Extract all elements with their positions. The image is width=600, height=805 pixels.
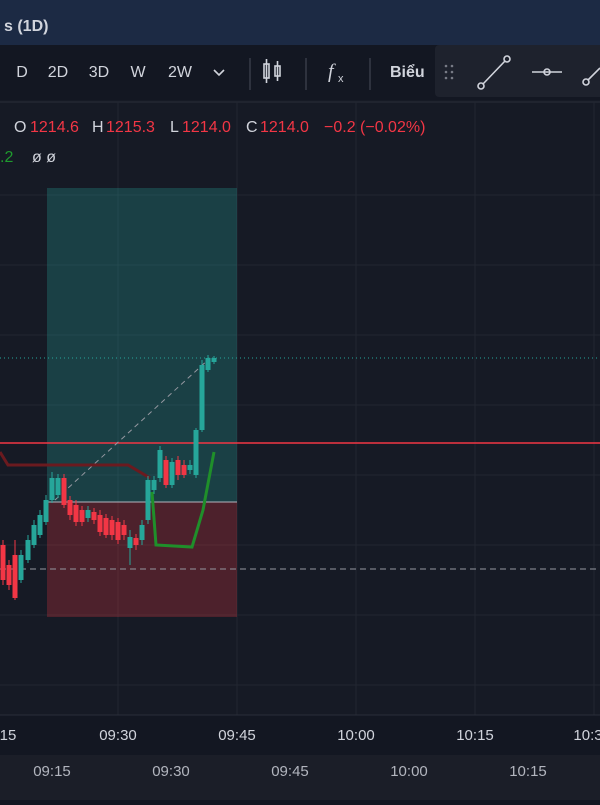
candle-body (109, 520, 115, 535)
candle-body (12, 555, 18, 598)
candle-body (85, 510, 91, 518)
candle-body (121, 525, 127, 535)
legend-label: O (14, 119, 26, 136)
navigator-label: 09:15 (33, 763, 71, 780)
legend-label: L (170, 119, 179, 136)
candle-body (145, 480, 151, 520)
time-axis-label: 15 (0, 727, 16, 744)
candle-body (133, 538, 139, 545)
candle-body (97, 515, 103, 532)
candle-body (49, 478, 55, 500)
indicator-line-red (0, 451, 151, 480)
chart-area (0, 100, 600, 715)
time-axis-label: 09:30 (99, 727, 137, 744)
candle-body (67, 500, 73, 515)
indicator-extra: ø ø (32, 149, 56, 166)
long-position-profit-zone (47, 188, 237, 502)
candle-body (205, 358, 211, 370)
interval-button[interactable]: 2W (168, 64, 193, 81)
navigator-axis (0, 755, 600, 800)
time-axis (0, 715, 600, 755)
candle-body (91, 512, 97, 520)
toolbar-icons: f x (213, 58, 371, 90)
legend: O 1214.6 H 1215.3 L 1214.0 C 1214.0 −0.2… (0, 119, 425, 166)
time-axis-label: 09:45 (218, 727, 256, 744)
navigator-label: 10:00 (390, 763, 428, 780)
legend-value: 1214.0 (260, 119, 309, 136)
trend-line-tool[interactable] (477, 55, 511, 90)
chart-menu-button[interactable]: Biểu (390, 63, 425, 81)
interval-button[interactable]: W (130, 64, 146, 81)
indicator-line-green (150, 451, 216, 549)
drawing-tools (444, 55, 600, 90)
grid (0, 102, 600, 715)
candle-type-icon[interactable] (263, 59, 281, 83)
candle-body (193, 430, 199, 475)
drag-handle[interactable] (444, 64, 454, 80)
candle-body (37, 515, 43, 535)
candle-body (211, 358, 217, 362)
legend-value: 1214.6 (30, 119, 79, 136)
indicator-icon[interactable]: f (328, 61, 336, 83)
candle-body (199, 365, 205, 430)
navigator-label: 10:15 (509, 763, 547, 780)
candle-body (25, 540, 31, 560)
ray-tool[interactable] (582, 67, 600, 86)
candle-body (43, 500, 49, 522)
time-axis-label: 10:00 (337, 727, 375, 744)
candle-body (163, 460, 169, 485)
title-bar (0, 0, 600, 45)
candle-body (139, 525, 145, 540)
horizontal-line-tool[interactable] (532, 68, 562, 76)
candle-body (6, 565, 12, 585)
trade-path (54, 357, 211, 501)
interval-button[interactable]: 3D (89, 64, 109, 81)
candle-body (0, 545, 6, 580)
legend-value: 1214.0 (182, 119, 231, 136)
candle-body (175, 460, 181, 475)
navigator-label: 09:45 (271, 763, 309, 780)
candle-body (151, 480, 157, 490)
candle-body (79, 510, 85, 522)
candle-body (18, 555, 24, 580)
indicator-icon-sub: x (338, 73, 344, 85)
candles (0, 355, 217, 600)
time-axis-label: 10:3 (573, 727, 600, 744)
candle-body (181, 465, 187, 475)
navigator-label: 09:30 (152, 763, 190, 780)
candle-body (187, 465, 193, 470)
interval-button[interactable]: D (16, 64, 28, 81)
candle-body (31, 525, 37, 545)
legend-value: 1215.3 (106, 119, 155, 136)
legend-change: −0.2 (−0.02%) (324, 119, 425, 136)
time-axis-label: 10:15 (456, 727, 494, 744)
interval-button[interactable]: 2D (48, 64, 68, 81)
legend-label: H (92, 119, 104, 136)
candle-body (55, 478, 61, 495)
candle-body (157, 450, 163, 478)
candle-body (169, 462, 175, 485)
dropdown-icon[interactable] (213, 69, 225, 77)
candle-body (127, 537, 133, 548)
drawing-toolbar (435, 45, 600, 97)
candle-body (73, 505, 79, 522)
legend-label: C (246, 119, 258, 136)
candle-body (61, 478, 67, 505)
candle-body (115, 522, 121, 540)
window-title: s (1D) (4, 18, 48, 35)
candle-body (103, 518, 109, 535)
indicator-value: .2 (0, 149, 13, 166)
